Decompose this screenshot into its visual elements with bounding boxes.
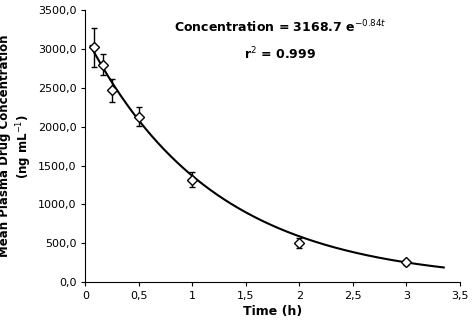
Text: Concentration = 3168.7 e$^{-0.84t}$: Concentration = 3168.7 e$^{-0.84t}$ <box>174 18 386 35</box>
Text: r$^{2}$ = 0.999: r$^{2}$ = 0.999 <box>244 45 316 62</box>
X-axis label: Time (h): Time (h) <box>243 305 302 319</box>
Y-axis label: Mean Plasma Drug Concentration
(ng mL$^{-1}$): Mean Plasma Drug Concentration (ng mL$^{… <box>0 35 34 257</box>
